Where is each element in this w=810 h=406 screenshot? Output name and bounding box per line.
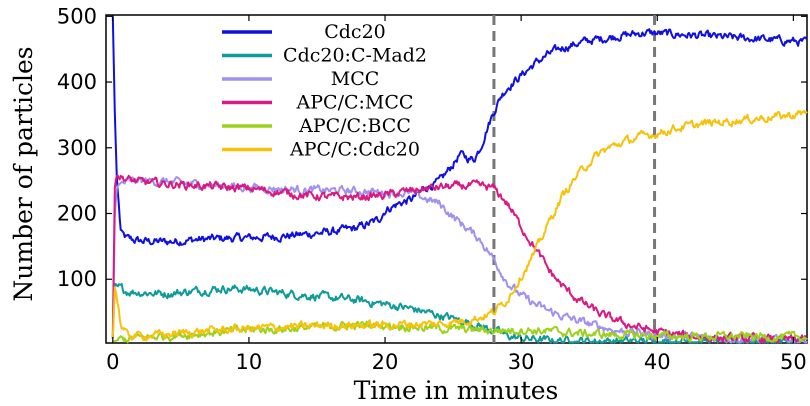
legend: Cdc20Cdc20:C-Mad2MCCAPC/C:MCCAPC/C:BCCAP… — [222, 21, 427, 161]
x-tick-label: 20 — [372, 350, 399, 374]
y-tick-label: 200 — [57, 202, 97, 226]
legend-label-3: MCC — [331, 68, 380, 90]
series-lines — [111, 16, 808, 344]
x-tick-label: 50 — [780, 350, 807, 374]
y-tick-label: 500 — [57, 4, 97, 28]
series-line-6 — [111, 109, 808, 342]
y-axis-title: Number of particles — [9, 46, 38, 301]
axis-ticks: 0 10 20 30 40 50 100 200 300 400 500 — [57, 4, 807, 374]
legend-label-5: APC/C:BCC — [298, 115, 411, 137]
x-axis-title: Time in minutes — [354, 376, 559, 405]
y-tick-label: 300 — [57, 136, 97, 160]
x-tick-label: 30 — [508, 350, 535, 374]
plot-area-frame — [105, 14, 808, 344]
legend-label-1: Cdc20 — [324, 21, 386, 43]
x-tick-label: 10 — [236, 350, 263, 374]
x-tick-label: 40 — [644, 350, 671, 374]
y-tick-label: 400 — [57, 70, 97, 94]
series-line-3 — [111, 176, 808, 344]
x-tick-label: 0 — [106, 350, 119, 374]
legend-label-4: APC/C:MCC — [296, 92, 414, 114]
legend-label-6: APC/C:Cdc20 — [289, 139, 420, 161]
series-line-2 — [111, 282, 807, 344]
legend-label-2: Cdc20:C-Mad2 — [283, 45, 427, 67]
y-tick-label: 100 — [57, 267, 97, 291]
vertical-marker-lines — [492, 15, 657, 343]
series-line-4 — [111, 174, 808, 344]
series-line-1 — [111, 16, 808, 247]
